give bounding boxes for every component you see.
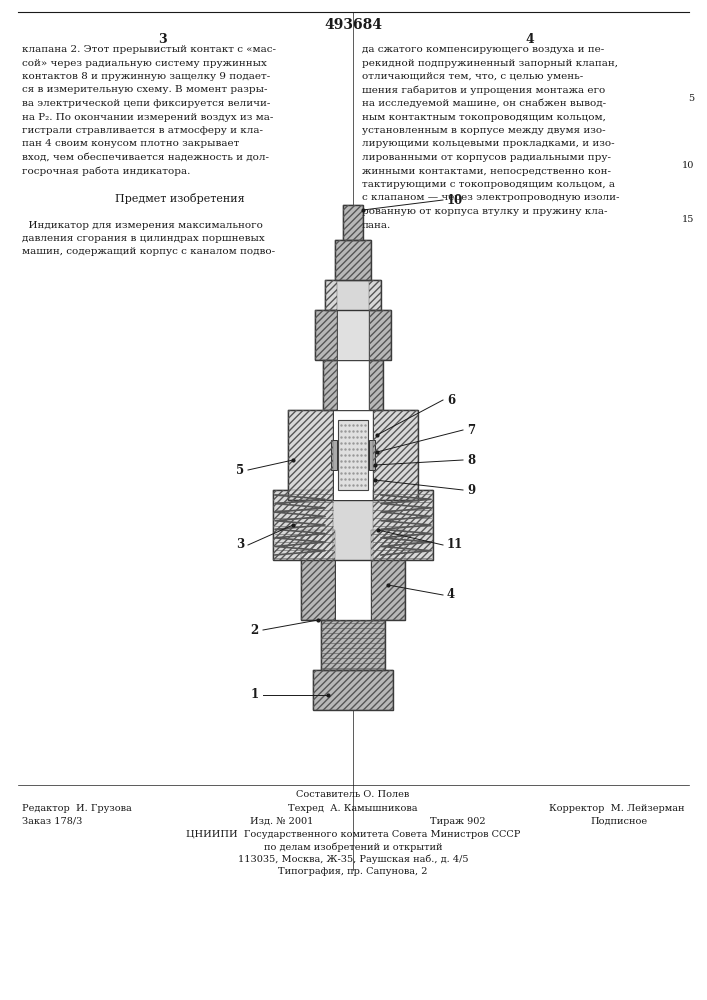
Bar [369, 360, 383, 410]
Text: тактирующими с токопроводящим кольцом, а: тактирующими с токопроводящим кольцом, а [362, 180, 615, 189]
Text: ся в измерительную схему. В момент разры-: ся в измерительную схему. В момент разры… [22, 86, 267, 95]
Bar [323, 360, 337, 410]
Text: Подписное: Подписное [590, 817, 647, 826]
Text: шения габаритов и упрощения монтажа его: шения габаритов и упрощения монтажа его [362, 86, 605, 95]
Text: с клапаном — через электропроводную изоли-: с клапаном — через электропроводную изол… [362, 194, 619, 202]
Text: пана.: пана. [362, 221, 391, 230]
Text: 3: 3 [235, 538, 244, 552]
Text: 15: 15 [682, 215, 694, 224]
Text: 113035, Москва, Ж-35, Раушская наб., д. 4/5: 113035, Москва, Ж-35, Раушская наб., д. … [238, 854, 468, 863]
Text: 10: 10 [682, 161, 694, 170]
Bar [335, 240, 371, 280]
Bar [343, 205, 363, 240]
Bar [335, 240, 371, 280]
Text: да сжатого компенсирующего воздуха и пе-: да сжатого компенсирующего воздуха и пе- [362, 45, 604, 54]
Bar [343, 205, 363, 240]
Bar [301, 530, 405, 620]
Text: ва электрической цепи фиксируется величи-: ва электрической цепи фиксируется величи… [22, 99, 270, 108]
Text: госрочная работа индикатора.: госрочная работа индикатора. [22, 166, 190, 176]
Text: Типография, пр. Сапунова, 2: Типография, пр. Сапунова, 2 [279, 867, 428, 876]
Text: 11: 11 [447, 538, 463, 552]
Text: на P₂. По окончании измерений воздух из ма-: на P₂. По окончании измерений воздух из … [22, 112, 274, 121]
Text: давления сгорания в цилиндрах поршневых: давления сгорания в цилиндрах поршневых [22, 234, 264, 243]
Text: 4: 4 [447, 588, 455, 601]
Bar [337, 305, 369, 360]
Bar [288, 410, 418, 500]
Text: 8: 8 [467, 454, 475, 466]
Text: 4: 4 [525, 33, 534, 46]
Bar [373, 410, 418, 500]
Bar [369, 440, 375, 470]
Text: 1: 1 [251, 688, 259, 702]
Bar [315, 310, 391, 360]
Text: ным контактным токопроводящим кольцом,: ным контактным токопроводящим кольцом, [362, 112, 606, 121]
Text: Составитель О. Полев: Составитель О. Полев [296, 790, 409, 799]
Text: 5: 5 [236, 464, 244, 477]
Text: Предмет изобретения: Предмет изобретения [115, 194, 245, 205]
Bar [337, 360, 369, 410]
Bar [315, 310, 337, 360]
Bar [313, 670, 393, 710]
Text: Заказ 178/3: Заказ 178/3 [22, 817, 83, 826]
Bar [325, 280, 381, 310]
Text: Техред  А. Камышникова: Техред А. Камышникова [288, 804, 418, 813]
Text: сой» через радиальную систему пружинных: сой» через радиальную систему пружинных [22, 58, 267, 68]
Bar [321, 620, 385, 670]
Text: вход, чем обеспечивается надежность и дол-: вход, чем обеспечивается надежность и до… [22, 153, 269, 162]
Bar [301, 530, 335, 620]
Text: контактов 8 и пружинную защелку 9 подает-: контактов 8 и пружинную защелку 9 подает… [22, 72, 270, 81]
Text: Корректор  М. Лейзерман: Корректор М. Лейзерман [549, 804, 685, 813]
Text: по делам изобретений и открытий: по делам изобретений и открытий [264, 842, 443, 852]
Text: лирующими кольцевыми прокладками, и изо-: лирующими кольцевыми прокладками, и изо- [362, 139, 614, 148]
Text: 10: 10 [447, 194, 463, 207]
Text: ЦНИИПИ  Государственного комитета Совета Министров СССР: ЦНИИПИ Государственного комитета Совета … [186, 830, 520, 839]
Bar [273, 490, 333, 560]
Bar [325, 280, 337, 310]
Bar [369, 310, 391, 360]
Text: 9: 9 [467, 484, 475, 496]
Text: 5: 5 [688, 94, 694, 103]
Text: Изд. № 2001: Изд. № 2001 [250, 817, 313, 826]
Text: отличающийся тем, что, с целью умень-: отличающийся тем, что, с целью умень- [362, 72, 583, 81]
Text: жинными контактами, непосредственно кон-: жинными контактами, непосредственно кон- [362, 166, 611, 176]
Text: 493684: 493684 [324, 18, 382, 32]
Text: рованную от корпуса втулку и пружину кла-: рованную от корпуса втулку и пружину кла… [362, 207, 607, 216]
Bar [373, 490, 433, 560]
Text: 7: 7 [467, 424, 475, 436]
Text: машин, содержащий корпус с каналом подво-: машин, содержащий корпус с каналом подво… [22, 247, 275, 256]
Text: клапана 2. Этот прерывистый контакт с «мас-: клапана 2. Этот прерывистый контакт с «м… [22, 45, 276, 54]
Text: на исследуемой машине, он снабжен вывод-: на исследуемой машине, он снабжен вывод- [362, 99, 606, 108]
Bar [273, 490, 433, 560]
Bar [288, 410, 333, 500]
Bar [338, 420, 368, 490]
Bar [331, 440, 337, 470]
Bar [323, 360, 383, 410]
Text: 6: 6 [447, 393, 455, 406]
Text: 2: 2 [251, 624, 259, 637]
Text: Тираж 902: Тираж 902 [430, 817, 486, 826]
Bar [371, 530, 405, 620]
Text: лированными от корпусов радиальными пру-: лированными от корпусов радиальными пру- [362, 153, 611, 162]
Text: Редактор  И. Грузова: Редактор И. Грузова [22, 804, 132, 813]
Text: установленным в корпусе между двумя изо-: установленным в корпусе между двумя изо- [362, 126, 606, 135]
Bar [321, 620, 385, 670]
Text: рекидной подпружиненный запорный клапан,: рекидной подпружиненный запорный клапан, [362, 58, 618, 68]
Text: гистрали стравливается в атмосферу и кла-: гистрали стравливается в атмосферу и кла… [22, 126, 263, 135]
Bar [333, 410, 373, 500]
Bar [335, 530, 371, 620]
Text: 3: 3 [158, 33, 166, 46]
Text: Индикатор для измерения максимального: Индикатор для измерения максимального [22, 221, 263, 230]
Bar [369, 280, 381, 310]
Bar [313, 670, 393, 710]
Text: пан 4 своим конусом плотно закрывает: пан 4 своим конусом плотно закрывает [22, 139, 240, 148]
